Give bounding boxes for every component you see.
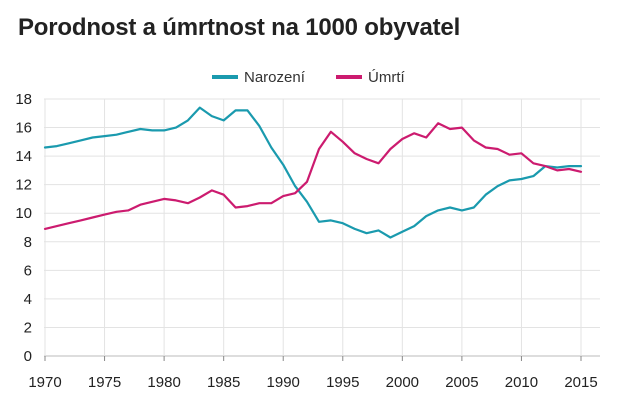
x-tick-label: 1985 — [207, 374, 240, 391]
x-tick-label: 2010 — [505, 374, 538, 391]
y-tick-label: 12 — [15, 177, 32, 194]
x-tick-label: 1980 — [147, 374, 180, 391]
grid — [44, 98, 600, 357]
y-tick-label: 16 — [15, 120, 32, 137]
legend-label: Úmrtí — [368, 69, 405, 86]
series-line-0 — [43, 106, 583, 239]
x-tick-label: 1970 — [28, 374, 61, 391]
chart-title: Porodnost a úmrtnost na 1000 obyvatel — [18, 14, 461, 41]
x-tick-label: 2015 — [564, 374, 597, 391]
x-tick-label: 1990 — [267, 374, 300, 391]
y-tick-label: 8 — [24, 234, 32, 251]
y-tick-label: 6 — [24, 262, 32, 279]
axes: 0 2 4 6 8 10 12 14 16 18 1970 1975 1980 1985 1990 1995 2… — [15, 91, 597, 391]
x-tick-label: 1995 — [326, 374, 359, 391]
legend: Narození Úmrtí — [212, 69, 405, 86]
y-tick-label: 0 — [24, 348, 32, 365]
y-tick-label: 14 — [15, 148, 32, 165]
series-lines — [43, 106, 583, 239]
y-tick-label: 2 — [24, 319, 32, 336]
y-tick-label: 18 — [15, 91, 32, 108]
y-tick-label: 4 — [24, 291, 32, 308]
legend-label: Narození — [244, 69, 306, 86]
y-tick-label: 10 — [15, 205, 32, 222]
x-tick-label: 1975 — [88, 374, 121, 391]
x-tick-label: 2005 — [445, 374, 478, 391]
series-line-1 — [43, 122, 583, 230]
x-tick-label: 2000 — [386, 374, 419, 391]
